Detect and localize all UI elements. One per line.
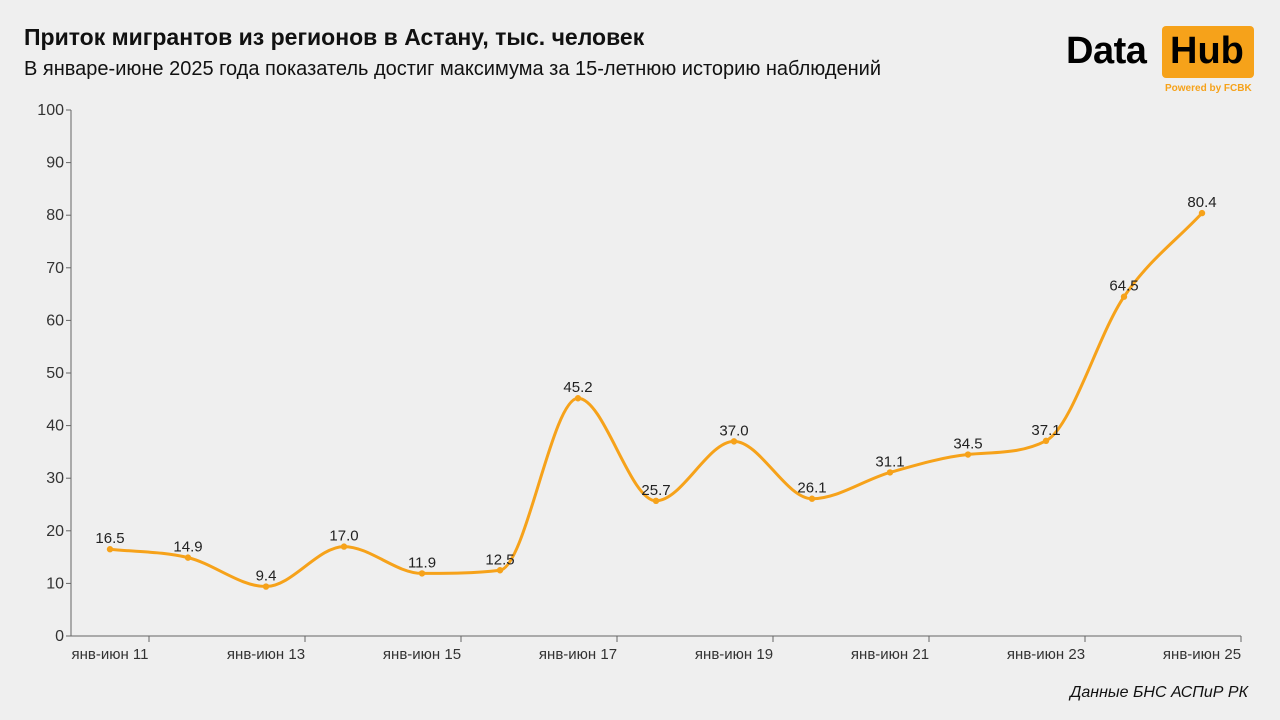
data-point: [652, 497, 660, 505]
x-tick-label: янв-июн 21: [851, 646, 929, 663]
chart-title: Приток мигрантов из регионов в Астану, т…: [24, 24, 645, 50]
y-tick-label: 30: [46, 470, 64, 487]
x-tick-label: янв-июн 15: [383, 646, 461, 663]
data-point: [808, 495, 816, 502]
logo-hub-text: Hub: [1170, 30, 1244, 72]
data-point: [496, 567, 504, 574]
data-point: [340, 543, 348, 550]
y-tick-label: 60: [46, 312, 64, 329]
data-label: 16.5: [95, 530, 124, 547]
logo-hub-box: [1162, 26, 1254, 78]
data-label: 9.4: [256, 568, 277, 585]
y-tick-label: 50: [46, 365, 64, 382]
y-tick-label: 40: [46, 418, 64, 435]
y-tick-label: 100: [37, 102, 64, 119]
data-label: 80.4: [1187, 194, 1216, 211]
data-point: [418, 570, 426, 577]
data-point: [184, 554, 192, 561]
logo-powered-text: Powered by FCBK: [1165, 83, 1252, 94]
y-tick-label: 20: [46, 523, 64, 540]
data-label: 11.9: [408, 554, 436, 571]
data-label: 64.5: [1109, 278, 1138, 295]
x-tick-label: янв-июн 19: [695, 646, 773, 663]
y-tick-label: 90: [46, 155, 64, 172]
data-point: [262, 583, 270, 590]
data-label: 26.1: [797, 480, 826, 497]
data-label: 31.1: [875, 453, 904, 470]
data-label: 25.7: [641, 482, 670, 499]
data-label: 17.0: [329, 528, 358, 545]
y-tick-label: 10: [46, 575, 64, 592]
data-label: 14.9: [173, 539, 202, 556]
data-point: [886, 469, 894, 476]
data-point: [574, 395, 582, 402]
x-tick-label: янв-июн 11: [71, 646, 148, 663]
logo-data-text: Data: [1066, 30, 1147, 72]
y-tick-label: 0: [55, 628, 64, 645]
y-tick-label: 70: [46, 260, 64, 277]
x-tick-label: янв-июн 13: [227, 646, 305, 663]
data-point: [730, 438, 738, 445]
y-tick-label: 80: [46, 207, 64, 224]
chart-subtitle: В январе-июне 2025 года показатель дости…: [24, 58, 882, 80]
data-point: [1120, 293, 1128, 300]
series-line: [108, 211, 1204, 589]
data-point: [964, 451, 972, 458]
source-note: Данные БНС АСПиР РК: [1070, 684, 1248, 701]
data-label: 34.5: [953, 436, 982, 453]
data-point: [106, 546, 114, 553]
x-tick-label: янв-июн 23: [1007, 646, 1085, 663]
data-point: [1198, 209, 1206, 217]
x-tick-label: янв-июн 25: [1163, 646, 1241, 663]
data-label: 37.1: [1031, 422, 1060, 439]
data-point: [1042, 437, 1050, 445]
datahub-logo: Data Hub Powered by FCBK: [1066, 26, 1256, 96]
data-label: 37.0: [719, 422, 748, 439]
data-label: 12.5: [485, 551, 514, 568]
x-tick-label: янв-июн 17: [539, 646, 617, 663]
data-label: 45.2: [563, 379, 592, 396]
